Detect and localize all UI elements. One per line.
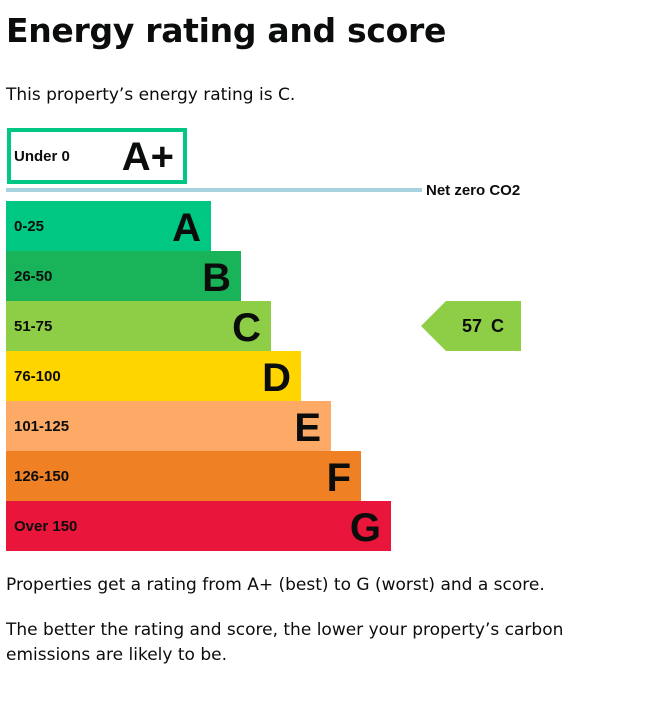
current-rating-marker: 57 C — [421, 301, 521, 351]
band-c-range: 51-75 — [14, 318, 52, 335]
rating-explanation: Properties get a rating from A+ (best) t… — [6, 575, 545, 595]
intro-text: This property’s energy rating is C. — [6, 85, 296, 105]
band-g-letter: G — [350, 506, 381, 550]
band-e-range: 101-125 — [14, 418, 69, 435]
band-e-letter: E — [294, 406, 321, 450]
band-b-letter: B — [202, 256, 231, 300]
band-a-plus-range: Under 0 — [14, 148, 70, 165]
band-e-bar — [6, 401, 331, 451]
band-a-plus-letter: A+ — [122, 135, 174, 179]
current-rating-arrow — [421, 301, 521, 351]
energy-rating-chart: Under 0 A+ Net zero CO2 0-25 A 26-50 B 51-75… — [6, 128, 521, 551]
band-d-bar — [6, 351, 301, 401]
rating-bands: 0-25 A 26-50 B 51-75 C 76-100 D 101-125 E 126-150 F… — [6, 201, 391, 551]
band-a-range: 0-25 — [14, 218, 44, 235]
band-a-letter: A — [172, 206, 201, 250]
net-zero-line — [6, 188, 422, 192]
band-b-range: 26-50 — [14, 268, 52, 285]
band-g-bar — [6, 501, 391, 551]
band-f-letter: F — [327, 456, 351, 500]
band-c-bar — [6, 301, 271, 351]
band-f-range: 126-150 — [14, 468, 69, 485]
band-d-letter: D — [262, 356, 291, 400]
band-d-range: 76-100 — [14, 368, 61, 385]
band-a-bar — [6, 201, 211, 251]
page-title: Energy rating and score — [6, 11, 447, 50]
carbon-explanation: The better the rating and score, the low… — [6, 620, 564, 665]
band-a-plus-outline — [7, 128, 187, 184]
net-zero-label: Net zero CO2 — [426, 182, 520, 199]
band-g-range: Over 150 — [14, 518, 77, 535]
band-f-bar — [6, 451, 361, 501]
current-letter: C — [491, 316, 504, 336]
band-b-bar — [6, 251, 241, 301]
band-c-letter: C — [232, 306, 261, 350]
current-score: 57 — [462, 316, 482, 336]
